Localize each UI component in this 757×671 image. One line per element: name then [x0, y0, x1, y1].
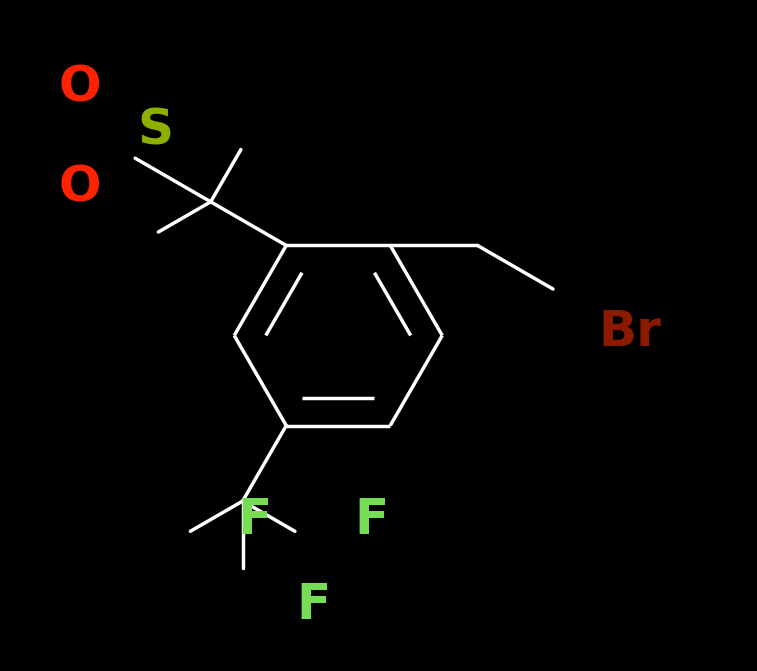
Text: O: O [58, 63, 101, 111]
Text: F: F [237, 496, 272, 544]
Text: F: F [296, 581, 331, 629]
Text: F: F [355, 496, 389, 544]
Text: S: S [138, 107, 173, 155]
Text: Br: Br [599, 308, 662, 356]
Text: O: O [58, 164, 101, 212]
